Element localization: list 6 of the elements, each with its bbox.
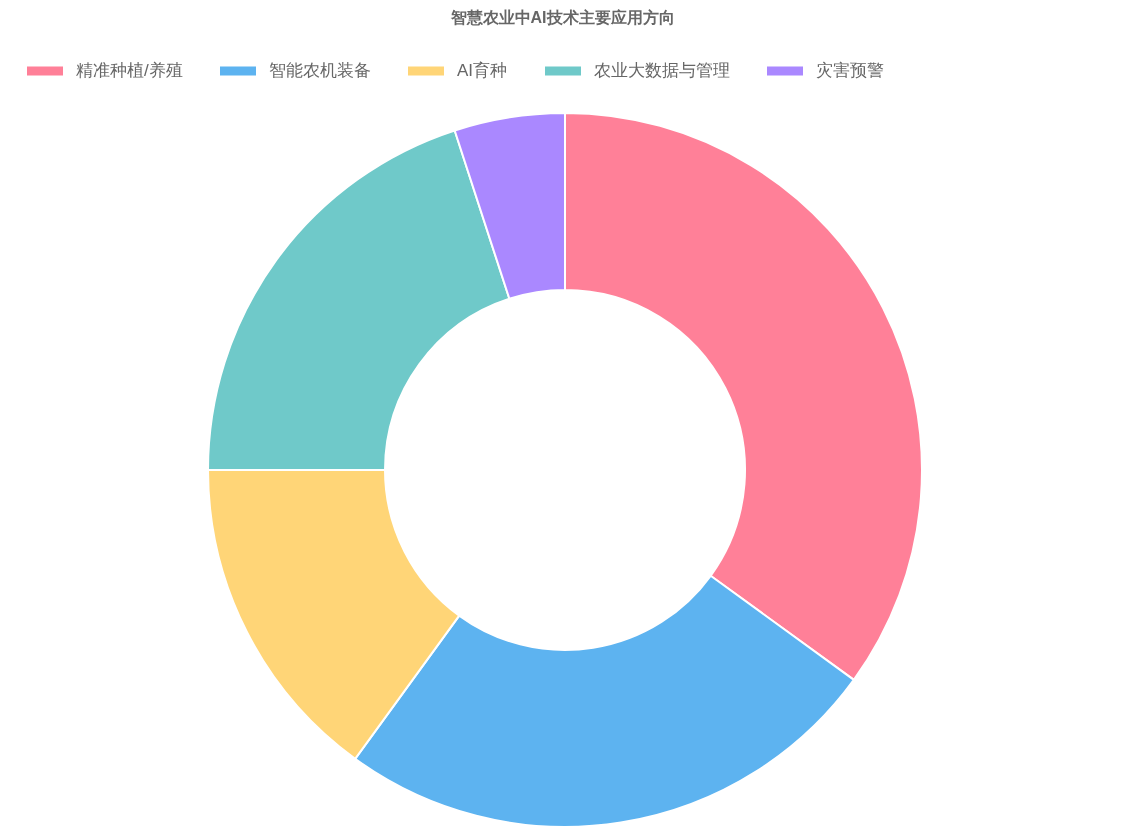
legend-label: AI育种	[457, 61, 508, 80]
legend-label: 灾害预警	[816, 61, 884, 80]
legend-label: 智能农机装备	[269, 61, 371, 80]
legend-label: 农业大数据与管理	[594, 61, 730, 80]
chart-title: 智慧农业中AI技术主要应用方向	[449, 8, 675, 26]
legend-label: 精准种植/养殖	[76, 61, 183, 80]
